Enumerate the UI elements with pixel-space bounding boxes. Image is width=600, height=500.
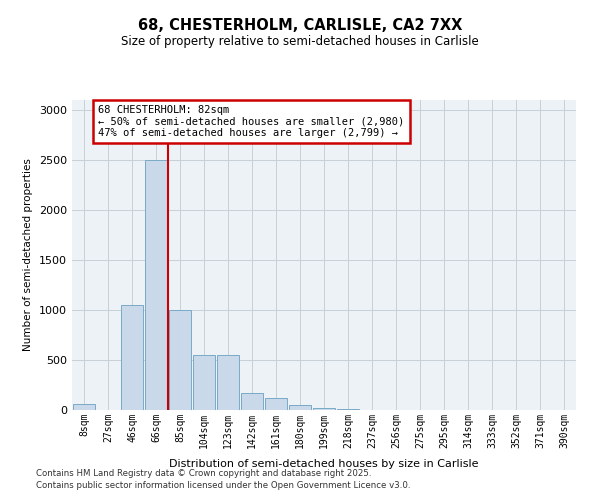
Bar bbox=[241, 392, 263, 410]
Bar bbox=[193, 355, 215, 410]
Bar bbox=[337, 409, 359, 410]
Bar bbox=[169, 310, 191, 410]
Bar bbox=[289, 404, 311, 410]
Text: Contains public sector information licensed under the Open Government Licence v3: Contains public sector information licen… bbox=[36, 481, 410, 490]
Text: 68, CHESTERHOLM, CARLISLE, CA2 7XX: 68, CHESTERHOLM, CARLISLE, CA2 7XX bbox=[138, 18, 462, 32]
Bar bbox=[265, 398, 287, 410]
Text: Size of property relative to semi-detached houses in Carlisle: Size of property relative to semi-detach… bbox=[121, 35, 479, 48]
Bar bbox=[313, 408, 335, 410]
Y-axis label: Number of semi-detached properties: Number of semi-detached properties bbox=[23, 158, 34, 352]
Text: 68 CHESTERHOLM: 82sqm
← 50% of semi-detached houses are smaller (2,980)
47% of s: 68 CHESTERHOLM: 82sqm ← 50% of semi-deta… bbox=[98, 105, 404, 138]
Bar bbox=[73, 404, 95, 410]
Bar bbox=[121, 305, 143, 410]
Bar bbox=[217, 355, 239, 410]
Text: Contains HM Land Registry data © Crown copyright and database right 2025.: Contains HM Land Registry data © Crown c… bbox=[36, 468, 371, 477]
X-axis label: Distribution of semi-detached houses by size in Carlisle: Distribution of semi-detached houses by … bbox=[169, 459, 479, 469]
Bar bbox=[145, 160, 167, 410]
